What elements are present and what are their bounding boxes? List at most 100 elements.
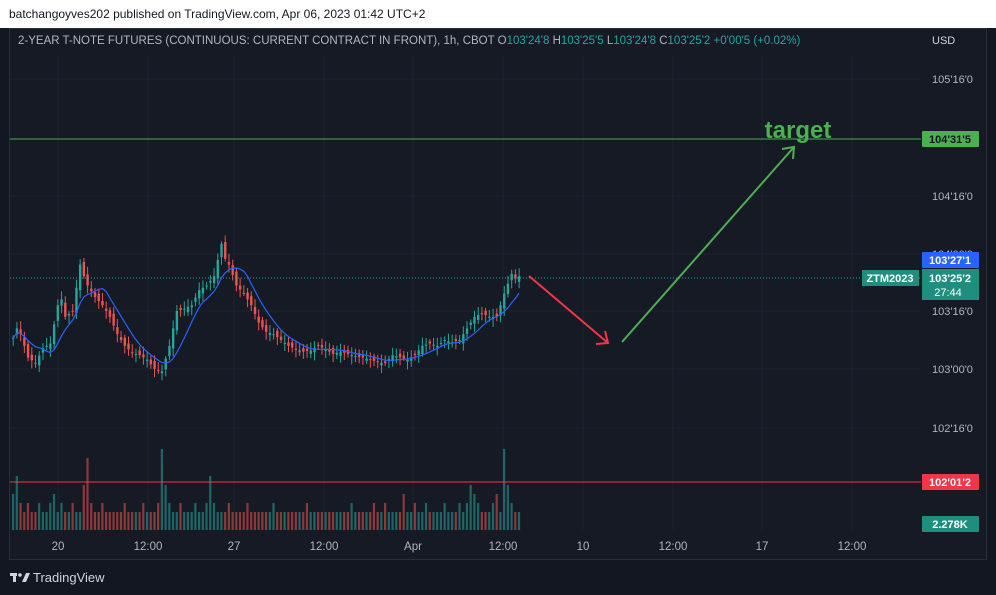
candle-body [421,345,424,354]
volume-bar [220,512,223,530]
target-price-label-bg [922,131,979,147]
volume-bar [183,512,186,530]
last-price-label: 103'25'2 [929,273,971,285]
candle-body [30,354,33,361]
candle-body [361,355,365,358]
volume-bar [313,512,316,530]
volume-bar [287,512,290,530]
volume-bar [506,485,509,530]
candle-body [15,328,19,335]
candle-body [235,271,238,286]
candle-body [298,350,301,353]
candle-body [372,356,376,361]
candle-body [71,310,74,312]
tradingview-brand[interactable]: TradingView [33,570,105,585]
candle-body [517,276,521,282]
volume-bar [324,512,327,530]
volume-bar [157,503,160,530]
candle-body [220,243,223,258]
x-tick-label: 27 [228,541,241,553]
volume-bar [242,512,245,530]
support-price-label-bg [922,474,979,490]
volume-bar [376,512,379,530]
volume-bar [454,512,457,530]
candle-body [105,308,108,311]
volume-bar [436,512,439,530]
candle-body [250,296,253,306]
candle-body [413,353,417,356]
low-value: 103'24'8 [613,35,657,47]
support-price-label: 102'01'2 [929,477,971,489]
candle-body [350,355,353,357]
open-value: 103'24'8 [506,35,550,47]
candle-body [149,359,153,365]
candle-body [276,330,279,338]
y-tick-label: 102'16'0 [932,423,973,435]
volume-bar [335,512,338,530]
candle-body [458,340,461,341]
candle-body [309,350,312,354]
volume-bar [499,512,502,530]
volume-bar [424,503,428,530]
volume-bar [417,512,420,530]
time-axis: 20 12:00 27 12:00 Apr 12:00 10 12:00 17 12:00 [52,541,867,553]
y-tick-label: 103'16'0 [932,306,973,318]
volume-bar [201,512,204,530]
volume-bar [339,512,342,530]
volume-bar [38,503,41,530]
currency-label[interactable]: USD [932,35,956,47]
candle-body [328,349,331,352]
moving-average-line [12,267,520,364]
candle-body [19,329,22,335]
candle-body [164,358,167,370]
candle-body [291,342,294,348]
y-tick-label: 103'00'0 [932,364,973,376]
candle-body [86,274,89,286]
volume-bar [346,512,349,530]
candle-body [387,359,391,361]
volume-bar [194,503,197,530]
volume-bar [108,512,111,530]
volume-bar [142,503,145,530]
volume-bar [264,512,268,530]
candle-body [246,292,249,300]
volume-bar [514,512,517,530]
candle-body [369,359,372,361]
candle-body [131,352,134,354]
volume-bar [93,512,97,530]
tradingview-logo-icon[interactable] [10,570,30,587]
candle-body [227,262,231,265]
volume-bar [231,512,234,530]
volume-bar [380,512,383,530]
candle-body [395,356,398,358]
chart-frame[interactable] [9,28,987,560]
candle-body [305,349,309,352]
volume-bar [443,503,446,530]
candle-body [287,342,290,346]
volume-bar [101,503,104,530]
candle-body [127,343,130,350]
up-arrow-shaft [621,146,795,343]
volume-bar [268,512,271,530]
volume-bar [198,512,201,530]
x-tick-label: 12:00 [838,541,867,553]
volume-bar [510,503,513,530]
volume-bar [164,485,167,530]
x-tick-label: 12:00 [659,541,688,553]
volume-bar [473,494,476,530]
volume-bar [34,512,37,530]
volume-bar [462,512,465,530]
symbol-legend: 2-YEAR T-NOTE FUTURES (CONTINUOUS: CURRE… [18,35,800,47]
candle-body [119,337,123,340]
volume-bar [261,512,264,530]
candle-body [238,285,242,290]
volume-bar [469,485,472,530]
volume-bar [168,503,171,530]
volume-bar [86,458,89,530]
candle-body [108,310,112,317]
candle-body [436,345,439,348]
volume-bar [49,503,52,530]
volume-bar [209,476,212,530]
open-label: O [497,35,507,47]
